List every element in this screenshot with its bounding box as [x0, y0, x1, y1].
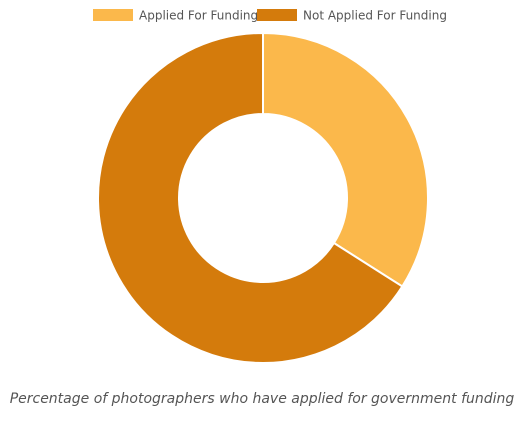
legend-label: Not Applied For Funding	[303, 9, 447, 23]
donut-slice	[262, 31, 429, 288]
donut-slice	[97, 31, 404, 364]
legend-swatch	[93, 9, 133, 21]
legend-swatch	[257, 9, 297, 21]
chart-caption: Percentage of photographers who have app…	[10, 391, 515, 407]
legend-label: Applied For Funding	[139, 9, 258, 23]
